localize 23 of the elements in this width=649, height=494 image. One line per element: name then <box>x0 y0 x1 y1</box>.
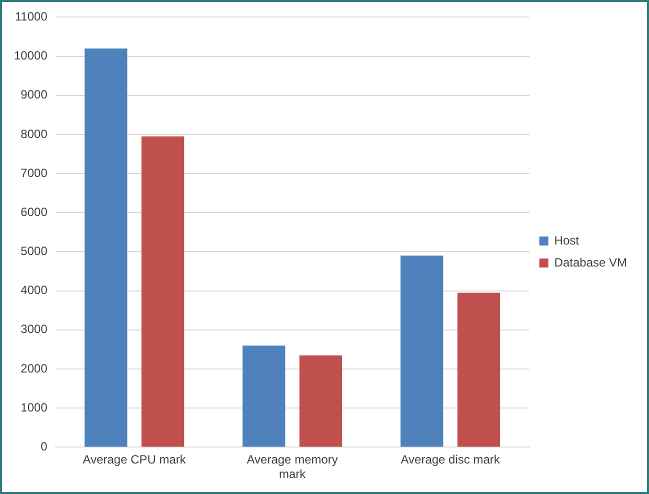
y-tick-label: 10000 <box>14 48 48 63</box>
x-tick-label: Average disc mark <box>400 452 501 467</box>
y-tick-label: 2000 <box>20 361 48 376</box>
y-tick-label: 4000 <box>20 283 48 298</box>
bar <box>457 292 500 447</box>
bar <box>242 346 286 447</box>
bar <box>299 355 342 447</box>
y-tick-label: 1000 <box>20 400 48 414</box>
x-tick-label: Average memory mark <box>246 452 338 482</box>
bar <box>400 256 444 447</box>
y-tick-label: 11000 <box>14 10 48 24</box>
y-tick-label: 9000 <box>20 88 48 102</box>
y-tick-label: 8000 <box>20 126 48 141</box>
x-tick-label: Average CPU mark <box>82 452 187 467</box>
y-tick-label: 0 <box>40 440 48 454</box>
bar <box>84 48 128 447</box>
legend-label: Host <box>554 233 580 248</box>
bar <box>141 136 184 447</box>
y-tick-label: 3000 <box>20 322 48 336</box>
y-tick-label: 6000 <box>20 204 48 219</box>
y-tick-label: 5000 <box>20 244 48 258</box>
y-tick-label: 7000 <box>20 166 48 180</box>
legend-label: Database VM <box>554 255 628 270</box>
